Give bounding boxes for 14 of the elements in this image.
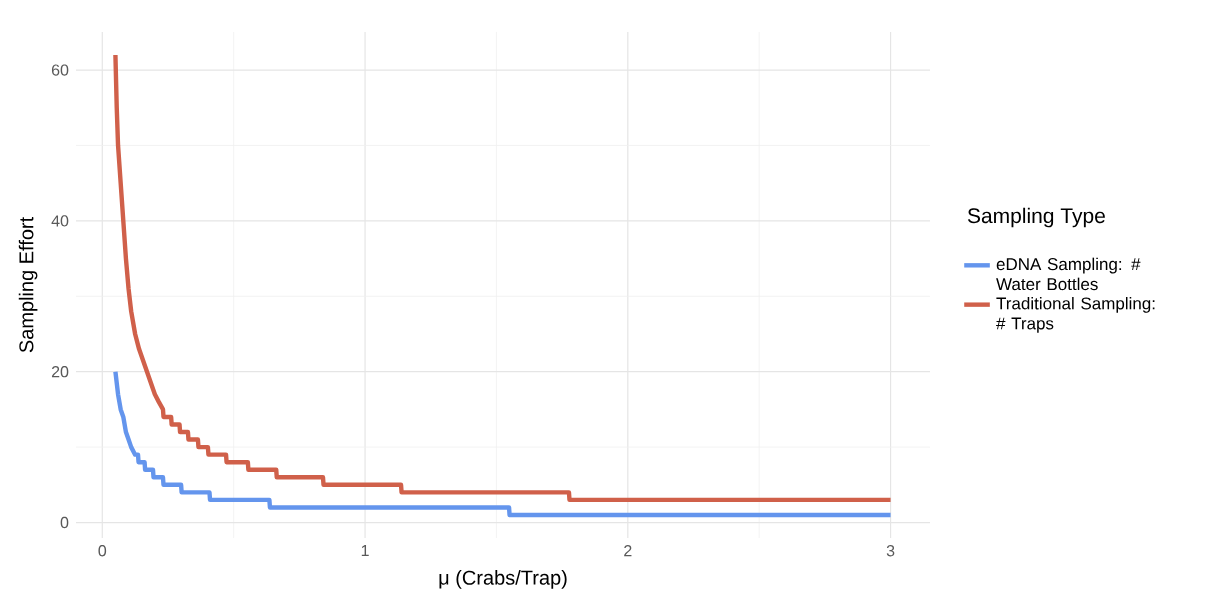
x-tick-label: 0 xyxy=(98,545,107,557)
legend-label: eDNA Sampling: # Water Bottles xyxy=(996,257,1141,291)
y-tick-label: 20 xyxy=(51,366,69,378)
x-tick-label: 2 xyxy=(624,545,632,557)
x-axis-title: μ (Crabs/Trap) xyxy=(439,570,567,589)
legend-label: Traditional Sampling: # Traps xyxy=(996,296,1155,333)
legend-title: Sampling Type xyxy=(967,207,1105,228)
y-axis-title: Sampling Effort xyxy=(18,216,38,353)
y-tick-label: 0 xyxy=(60,516,69,529)
y-tick-label: 60 xyxy=(51,64,69,76)
x-tick-label: 1 xyxy=(361,545,369,557)
x-tick-label: 3 xyxy=(886,545,895,557)
y-tick-label: 40 xyxy=(51,215,69,227)
line-series xyxy=(113,369,893,518)
